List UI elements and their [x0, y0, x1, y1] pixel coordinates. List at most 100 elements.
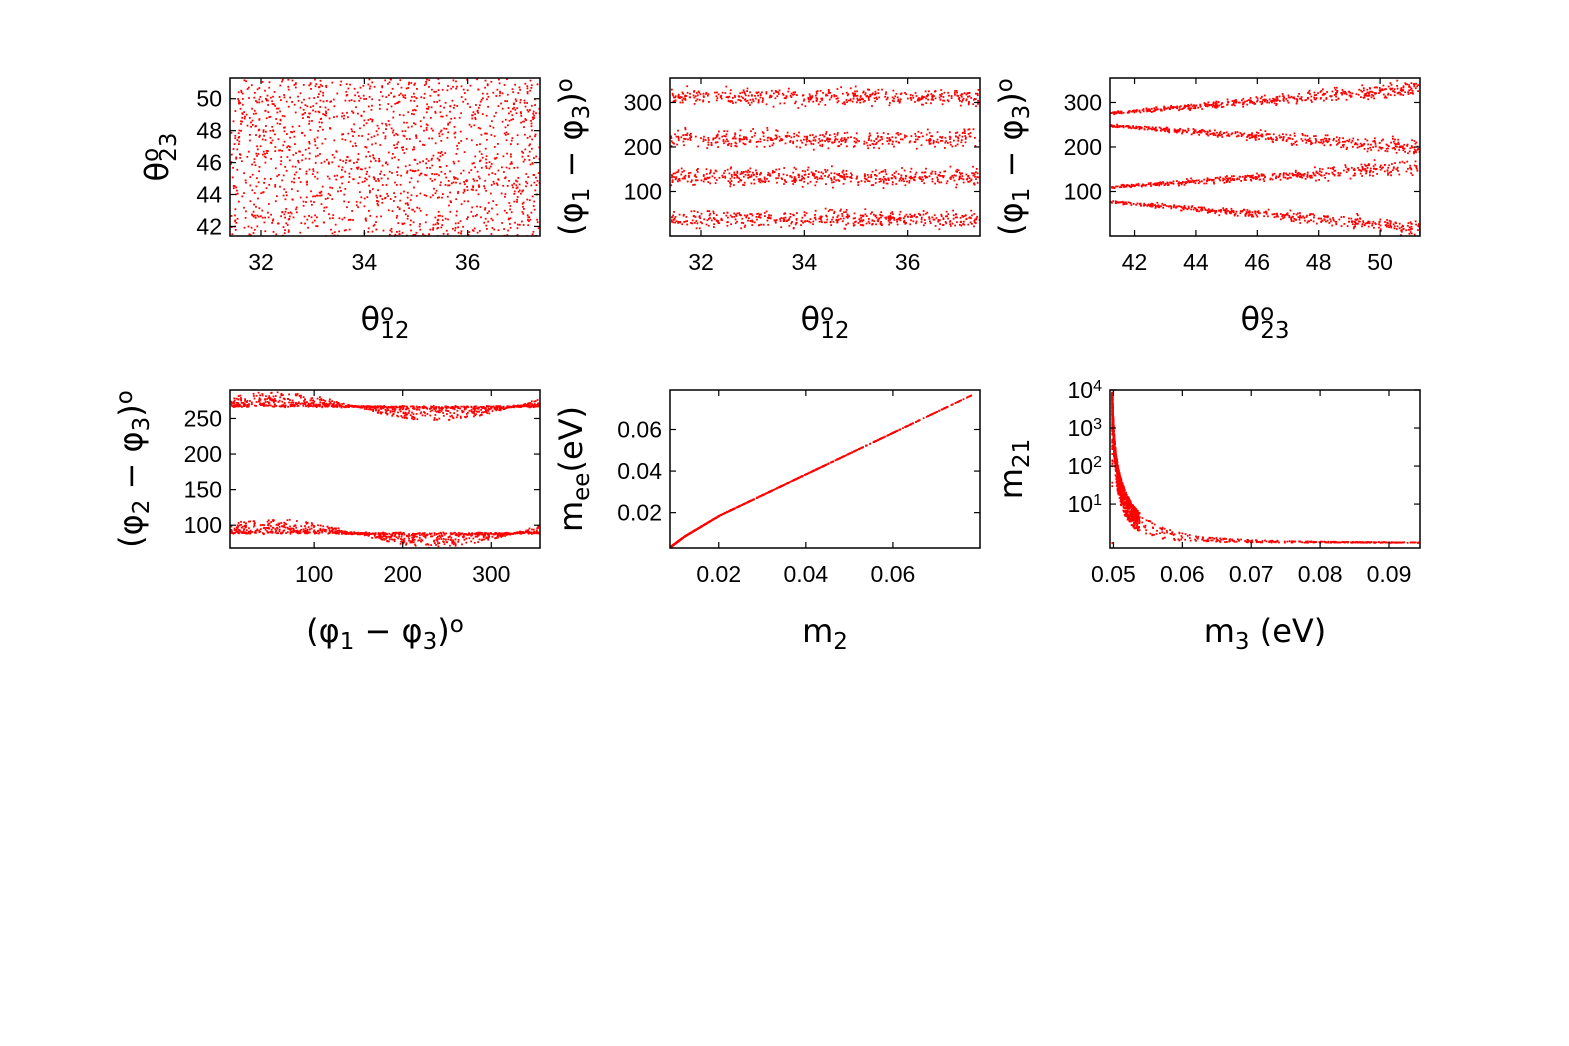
data-point — [807, 98, 810, 101]
data-point — [365, 219, 367, 222]
data-point — [1398, 222, 1401, 225]
data-point — [318, 93, 320, 96]
data-point — [1343, 223, 1346, 225]
data-point — [335, 150, 338, 153]
data-point — [799, 146, 801, 149]
data-point — [708, 101, 710, 103]
data-point — [690, 135, 693, 138]
data-point — [851, 174, 853, 176]
data-point — [917, 130, 920, 133]
data-point — [386, 108, 389, 111]
data-point — [1409, 221, 1412, 224]
data-point — [434, 178, 436, 181]
data-point — [836, 216, 839, 218]
data-point — [918, 136, 921, 138]
data-point — [522, 224, 525, 226]
data-point — [496, 213, 499, 216]
data-point — [874, 90, 877, 93]
data-point — [394, 196, 397, 198]
data-point — [891, 143, 894, 146]
data-point — [873, 213, 875, 216]
data-point — [1245, 212, 1247, 215]
data-point — [490, 134, 493, 136]
data-point — [529, 135, 531, 138]
data-point — [337, 190, 339, 193]
data-point — [853, 94, 856, 96]
data-point — [903, 169, 906, 172]
data-point — [947, 142, 949, 144]
data-point — [684, 174, 687, 177]
data-point — [688, 172, 690, 175]
data-point — [1332, 173, 1335, 175]
data-point — [326, 100, 328, 102]
data-point — [1282, 133, 1284, 136]
data-point — [474, 215, 477, 217]
data-point — [1212, 134, 1215, 136]
data-point — [432, 228, 434, 231]
data-point — [850, 176, 852, 178]
data-point — [673, 96, 675, 99]
data-point — [872, 143, 875, 146]
data-point — [1382, 138, 1384, 141]
data-point — [760, 171, 762, 174]
data-point — [291, 188, 293, 191]
data-point — [249, 134, 251, 136]
data-point — [1279, 178, 1282, 181]
data-point — [473, 162, 475, 164]
data-point — [839, 174, 841, 177]
data-point — [864, 208, 867, 211]
data-point — [1146, 204, 1149, 207]
data-point — [1272, 141, 1274, 143]
data-point — [909, 216, 912, 218]
data-point — [1352, 137, 1355, 140]
data-point — [517, 92, 520, 94]
data-point — [843, 138, 846, 141]
data-point — [452, 79, 455, 82]
data-point — [1392, 223, 1395, 226]
data-point — [823, 221, 826, 224]
data-point — [783, 179, 786, 181]
data-point — [425, 174, 428, 177]
data-point — [778, 135, 781, 138]
data-point — [1242, 103, 1245, 105]
data-point — [463, 190, 466, 192]
data-point — [280, 156, 283, 158]
data-point — [900, 179, 903, 182]
data-point — [821, 177, 824, 180]
data-point — [783, 212, 786, 215]
data-point — [507, 229, 509, 232]
data-point — [1250, 136, 1253, 139]
data-point — [1365, 172, 1367, 175]
data-point — [336, 92, 339, 95]
data-point — [345, 83, 348, 85]
data-point — [529, 163, 532, 166]
data-point — [974, 175, 976, 178]
data-point — [1407, 91, 1409, 94]
data-point — [700, 137, 702, 139]
data-point — [759, 216, 762, 219]
data-point — [416, 180, 419, 183]
data-point — [1366, 91, 1369, 94]
data-point — [253, 161, 256, 164]
data-point — [1389, 94, 1392, 96]
data-point — [829, 138, 831, 140]
data-point — [813, 175, 816, 177]
data-point — [961, 99, 964, 101]
data-point — [868, 132, 871, 135]
data-point — [1160, 205, 1162, 207]
data-point — [712, 217, 715, 219]
data-point — [278, 149, 280, 152]
data-point — [689, 139, 692, 141]
data-point — [941, 139, 944, 142]
data-point — [678, 178, 681, 180]
data-point — [1326, 141, 1329, 144]
data-point — [254, 214, 256, 217]
data-point — [490, 217, 493, 220]
data-point — [488, 210, 490, 213]
data-point — [285, 194, 288, 197]
data-point — [493, 228, 496, 231]
data-point — [289, 96, 291, 99]
data-point — [1379, 228, 1382, 231]
data-point — [453, 162, 456, 165]
data-point — [408, 138, 411, 140]
